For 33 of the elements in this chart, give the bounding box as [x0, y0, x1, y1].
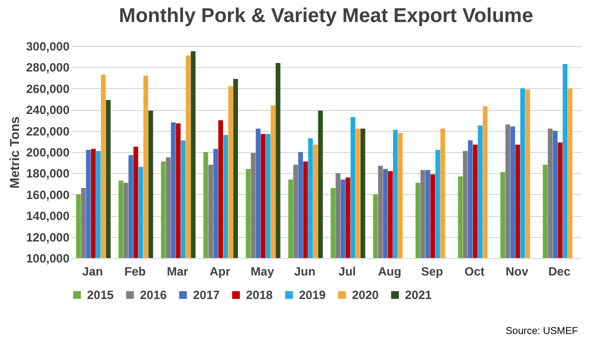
- chart-title: Monthly Pork & Variety Meat Export Volume: [118, 5, 534, 27]
- legend-label: 2021: [405, 288, 432, 302]
- x-tick-label: Jan: [82, 264, 103, 278]
- legend-label: 2017: [193, 288, 220, 302]
- y-axis-title: Metric Tons: [7, 116, 22, 188]
- y-tick-label: 220,000: [26, 124, 70, 138]
- x-tick-label: Feb: [124, 264, 146, 278]
- legend-label: 2015: [87, 288, 114, 302]
- x-tick-label: Sep: [421, 264, 444, 278]
- y-tick-label: 300,000: [26, 40, 70, 54]
- y-tick-label: 180,000: [26, 166, 70, 181]
- legend-label: 2018: [246, 288, 274, 302]
- x-tick-label: May: [250, 264, 274, 278]
- x-tick-label: Oct: [464, 264, 485, 278]
- y-tick-label: 200,000: [26, 146, 70, 160]
- y-tick-label: 120,000: [26, 230, 70, 244]
- x-tick-label: Mar: [166, 264, 188, 278]
- x-tick-label: Jul: [338, 264, 356, 278]
- x-tick-label: Jun: [294, 264, 316, 278]
- x-tick-label: Dec: [548, 264, 571, 278]
- legend-label: 2019: [299, 288, 326, 302]
- source-note: Source: USMEF: [506, 326, 578, 337]
- y-tick-label: 100,000: [26, 252, 70, 266]
- y-tick-label: 260,000: [26, 82, 70, 96]
- y-tick-label: 240,000: [26, 103, 70, 118]
- y-tick-label: 280,000: [26, 60, 70, 75]
- x-tick-label: Apr: [210, 264, 231, 278]
- y-tick-label: 160,000: [26, 188, 70, 202]
- x-tick-label: Nov: [506, 264, 529, 278]
- y-tick-label: 140,000: [26, 209, 70, 224]
- legend-label: 2016: [140, 288, 168, 302]
- legend-label: 2020: [352, 288, 380, 302]
- x-tick-label: Aug: [378, 264, 402, 278]
